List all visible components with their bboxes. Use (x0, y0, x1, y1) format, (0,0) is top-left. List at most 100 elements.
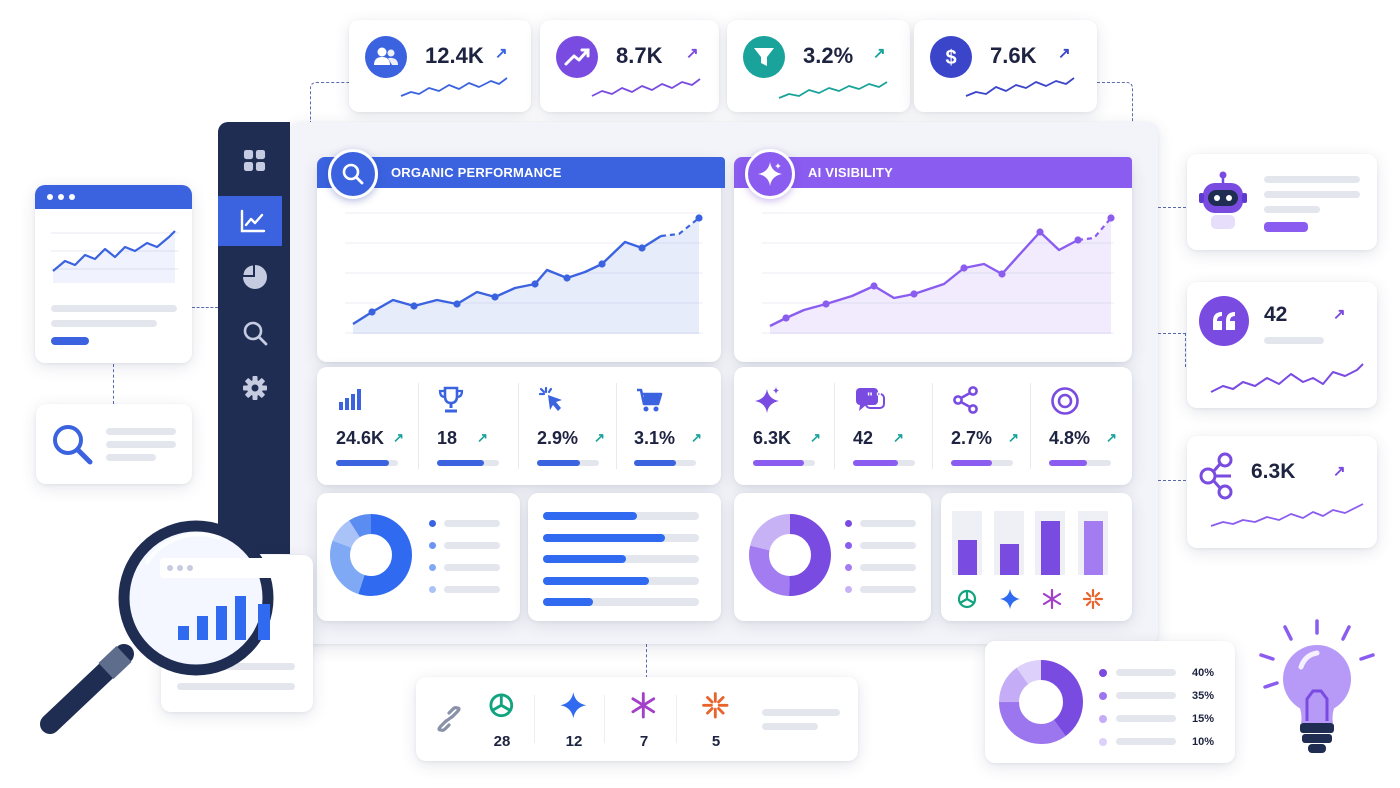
metric-value: 6.3K (753, 428, 792, 448)
chart-point (410, 302, 418, 310)
kpi-icon-badge (365, 36, 407, 78)
ai-sparkle-badge (745, 149, 795, 199)
placeholder-line (177, 663, 295, 670)
metric-value: 4.8% (1049, 428, 1091, 448)
chart-point (491, 293, 499, 301)
forecast-line (660, 217, 700, 238)
svg-text:$: $ (945, 47, 956, 69)
chart-grid (345, 212, 703, 334)
legend-line (1116, 715, 1176, 722)
network-value: 6.3K (1251, 460, 1296, 483)
chat-icon: " " (854, 386, 886, 414)
trend-up-icon: ↗ (1333, 463, 1346, 480)
organic-header (317, 157, 725, 188)
search-icon[interactable] (242, 320, 268, 346)
legend-line (860, 520, 916, 527)
metric-value: 3.1% (634, 428, 676, 448)
gear-icon[interactable] (242, 375, 268, 401)
placeholder-button (51, 337, 89, 345)
analytics-nav-item[interactable] (218, 196, 282, 246)
share-donut-card: 40% 35% 15% 10% (985, 641, 1235, 763)
placeholder-line (177, 683, 295, 690)
divider (834, 383, 835, 469)
target-icon (1050, 386, 1080, 416)
robot-icon (1199, 171, 1247, 229)
pie-chart-icon[interactable] (242, 264, 268, 290)
chart-grid (762, 212, 1114, 334)
legend-dot (429, 520, 436, 527)
divider (616, 383, 617, 469)
placeholder-line (1264, 206, 1320, 213)
placeholder-line (51, 320, 157, 327)
divider (676, 695, 677, 743)
line-chart-icon (240, 209, 266, 233)
connector-line (113, 364, 114, 404)
legend-percent: 10% (1192, 736, 1215, 748)
sparkline (591, 78, 701, 97)
divider (418, 383, 419, 469)
placeholder-line (1264, 191, 1360, 198)
legend-dot (845, 586, 852, 593)
chart-area (353, 218, 699, 334)
trend-up-icon: ↗ (1008, 430, 1019, 445)
progress-fill (753, 460, 804, 466)
sparkline (1210, 363, 1364, 393)
kpi-icon-badge (556, 36, 598, 78)
grid-icon[interactable] (243, 149, 266, 172)
trend-up-icon: ↗ (691, 430, 702, 445)
divider (534, 695, 535, 743)
sparkle-icon (754, 386, 782, 414)
metric-value: 24.6K (336, 428, 385, 448)
dollar-icon: $ (930, 36, 972, 78)
organic-hbar-card (528, 493, 721, 621)
legend-dot (1099, 669, 1107, 677)
connector-line (646, 644, 647, 678)
trend-up-icon: ↗ (1333, 306, 1346, 323)
openai-icon (487, 691, 516, 720)
legend-dot (429, 542, 436, 549)
trend-up-icon: ↗ (686, 45, 699, 62)
claude-icon (1082, 588, 1104, 610)
citations-card: 28 12 7 5 (416, 677, 858, 761)
hbar (543, 533, 665, 542)
vbar (1041, 521, 1060, 575)
openai-icon (956, 588, 978, 610)
legend-percent: 15% (1192, 713, 1215, 725)
search-icon (53, 425, 93, 465)
network-card: 6.3K ↗ (1187, 436, 1377, 548)
placeholder-line (1264, 176, 1360, 183)
progress-fill (336, 460, 389, 466)
lightbulb-icon (1255, 617, 1385, 767)
browser-chart-card (35, 185, 192, 363)
ai-bot-card (1187, 154, 1377, 250)
chart-line (352, 234, 662, 326)
chart-point (368, 308, 376, 316)
ai-metrics-row (734, 367, 1132, 485)
chart-point (563, 274, 571, 282)
divider (604, 695, 605, 743)
trend-up-icon: ↗ (810, 430, 821, 445)
legend-line (1116, 669, 1176, 676)
placeholder-line (762, 723, 818, 730)
ai-donut-chart (749, 514, 831, 596)
placeholder-line (762, 709, 840, 716)
legend-line (444, 586, 500, 593)
progress-fill (853, 460, 898, 466)
legend-dot (845, 564, 852, 571)
legend-line (444, 542, 500, 549)
share-icon (952, 386, 980, 414)
trend-up-icon: ↗ (393, 430, 404, 445)
sparkline (778, 81, 888, 99)
users-icon (365, 36, 407, 78)
organic-chart-card (317, 158, 721, 362)
organic-search-badge (328, 149, 378, 199)
vbar (1084, 521, 1103, 575)
hbar-track (543, 598, 699, 606)
legend-dot (845, 542, 852, 549)
hbar (543, 598, 593, 606)
kpi-value: 3.2% (803, 43, 854, 68)
vbar (1000, 544, 1019, 575)
legend-line (444, 520, 500, 527)
kpi-card: 12.4K ↗ (349, 20, 531, 112)
legend-line (860, 586, 916, 593)
